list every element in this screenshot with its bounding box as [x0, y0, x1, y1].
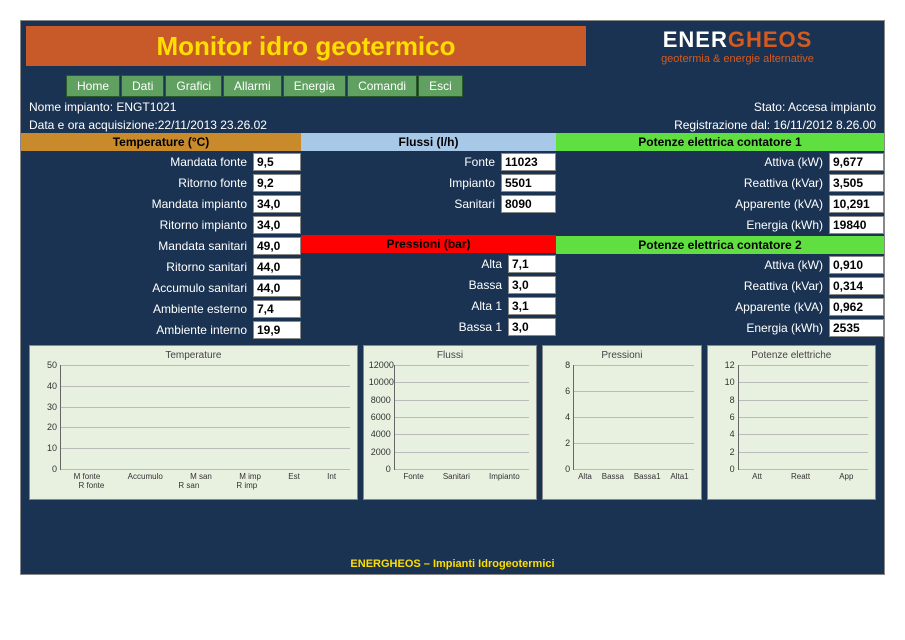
- field-value: 49,0: [253, 237, 301, 255]
- field-value: 2535: [829, 319, 884, 337]
- field-label: Ambiente esterno: [21, 302, 253, 316]
- field-value: 0,962: [829, 298, 884, 316]
- data-grid: Mandata fonte9,5Ritorno fonte9,2Mandata …: [21, 151, 884, 341]
- field-value: 44,0: [253, 258, 301, 276]
- field-label: Alta: [301, 257, 508, 271]
- data-acq: Data e ora acquisizione:22/11/2013 23.26…: [29, 118, 674, 132]
- field-label: Apparente (kVA): [556, 300, 829, 314]
- field-label: Reattiva (kVar): [556, 176, 829, 190]
- header: Monitor idro geotermico ENERGHEOS geoter…: [21, 21, 884, 71]
- charts-row: Temperature01020304050M fonteAccumuloM s…: [21, 345, 884, 500]
- nome-impianto: Nome impianto: ENGT1021: [29, 100, 754, 114]
- section-flussi: Flussi (l/h): [301, 133, 556, 151]
- field-label: Bassa 1: [301, 320, 508, 334]
- field-label: Energia (kWh): [556, 321, 829, 335]
- field-value: 9,2: [253, 174, 301, 192]
- field-value: 3,0: [508, 276, 556, 294]
- field-value: 7,4: [253, 300, 301, 318]
- main-panel: Monitor idro geotermico ENERGHEOS geoter…: [20, 20, 885, 575]
- chart-potenze: Potenze elettriche024681012AttReattApp: [707, 345, 876, 500]
- registrazione: Registrazione dal: 16/11/2012 8.26.00: [674, 118, 876, 132]
- field-value: 9,5: [253, 153, 301, 171]
- field-value: 8090: [501, 195, 556, 213]
- field-value: 10,291: [829, 195, 884, 213]
- stato: Stato: Accesa impianto: [754, 100, 876, 114]
- nav-grafici[interactable]: Grafici: [165, 75, 222, 97]
- chart-flussi: Flussi020004000600080001000012000FonteSa…: [363, 345, 537, 500]
- chart-temperature: Temperature01020304050M fonteAccumuloM s…: [29, 345, 358, 500]
- field-value: 0,910: [829, 256, 884, 274]
- field-value: 44,0: [253, 279, 301, 297]
- info-row-2: Data e ora acquisizione:22/11/2013 23.26…: [21, 115, 884, 133]
- field-value: 3,505: [829, 174, 884, 192]
- field-label: Mandata impianto: [21, 197, 253, 211]
- field-label: Energia (kWh): [556, 218, 829, 232]
- nav-esci[interactable]: Esci: [418, 75, 463, 97]
- section-potenze1: Potenze elettrica contatore 1: [556, 133, 884, 151]
- field-label: Attiva (kW): [556, 155, 829, 169]
- nav-allarmi[interactable]: Allarmi: [223, 75, 282, 97]
- nav-dati[interactable]: Dati: [121, 75, 164, 97]
- field-label: Impianto: [301, 176, 501, 190]
- field-label: Fonte: [301, 155, 501, 169]
- nav-bar: HomeDatiGraficiAllarmiEnergiaComandiEsci: [66, 75, 884, 97]
- field-label: Alta 1: [301, 299, 508, 313]
- chart-title: Temperature: [32, 348, 355, 363]
- field-value: 7,1: [508, 255, 556, 273]
- section-potenze2: Potenze elettrica contatore 2: [556, 236, 884, 254]
- field-label: Ambiente interno: [21, 323, 253, 337]
- logo-part1: ENER: [663, 27, 728, 52]
- logo-part2: GHEOS: [728, 27, 812, 52]
- field-label: Mandata fonte: [21, 155, 253, 169]
- field-label: Mandata sanitari: [21, 239, 253, 253]
- field-value: 0,314: [829, 277, 884, 295]
- section-temperature: Temperature (°C): [21, 133, 301, 151]
- section-pressioni: Pressioni (bar): [301, 235, 556, 253]
- field-label: Sanitari: [301, 197, 501, 211]
- field-label: Attiva (kW): [556, 258, 829, 272]
- field-value: 3,1: [508, 297, 556, 315]
- footer: ENERGHEOS – Impianti Idrogeotermici: [21, 558, 884, 570]
- field-label: Ritorno fonte: [21, 176, 253, 190]
- field-value: 34,0: [253, 195, 301, 213]
- title-box: Monitor idro geotermico: [26, 26, 586, 66]
- field-value: 34,0: [253, 216, 301, 234]
- field-label: Ritorno impianto: [21, 218, 253, 232]
- nav-comandi[interactable]: Comandi: [347, 75, 417, 97]
- field-value: 9,677: [829, 153, 884, 171]
- field-value: 3,0: [508, 318, 556, 336]
- chart-pressioni: Pressioni02468AltaBassaBassa1Alta1: [542, 345, 701, 500]
- field-value: 11023: [501, 153, 556, 171]
- field-label: Reattiva (kVar): [556, 279, 829, 293]
- field-value: 19840: [829, 216, 884, 234]
- field-label: Ritorno sanitari: [21, 260, 253, 274]
- logo: ENERGHEOS geotermia & energie alternativ…: [591, 21, 884, 71]
- logo-sub: geotermia & energie alternative: [661, 53, 814, 65]
- field-label: Apparente (kVA): [556, 197, 829, 211]
- nav-home[interactable]: Home: [66, 75, 120, 97]
- field-value: 5501: [501, 174, 556, 192]
- field-label: Bassa: [301, 278, 508, 292]
- field-value: 19,9: [253, 321, 301, 339]
- field-label: Accumulo sanitari: [21, 281, 253, 295]
- info-row-1: Nome impianto: ENGT1021 Stato: Accesa im…: [21, 97, 884, 115]
- nav-energia[interactable]: Energia: [283, 75, 346, 97]
- section-headers: Temperature (°C) Flussi (l/h) Potenze el…: [21, 133, 884, 151]
- page-title: Monitor idro geotermico: [157, 31, 456, 62]
